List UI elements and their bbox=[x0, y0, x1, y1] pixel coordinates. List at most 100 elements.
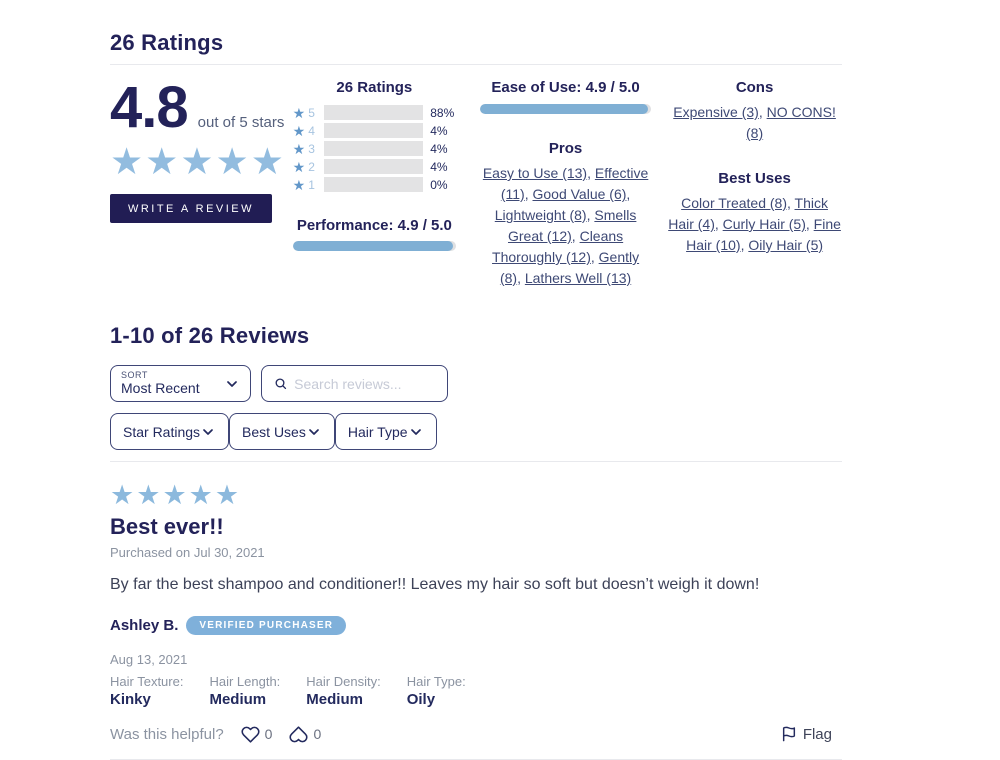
histogram-bar bbox=[324, 159, 424, 174]
star-icon: ★ bbox=[136, 480, 163, 510]
cons-links: Expensive (3), NO CONS! (8) bbox=[673, 104, 836, 141]
histogram-percent: 4% bbox=[430, 159, 448, 174]
helpful-question: Was this helpful? bbox=[110, 725, 224, 743]
review-title: Best ever!! bbox=[110, 514, 224, 539]
histogram-bar bbox=[324, 123, 424, 138]
search-field[interactable] bbox=[261, 365, 448, 402]
rating-suffix: out of 5 stars bbox=[197, 114, 285, 131]
pros-link[interactable]: Gently (8) bbox=[499, 249, 640, 286]
cons-link[interactable]: NO CONS! (8) bbox=[746, 104, 836, 141]
star-icon: ★ bbox=[180, 141, 215, 182]
chevron-down-icon bbox=[308, 428, 319, 435]
performance-meter: Performance: 4.9 / 5.0 bbox=[292, 217, 457, 251]
filter-dropdown[interactable]: Star Ratings bbox=[110, 413, 230, 450]
performance-label: Performance: 4.9 / 5.0 bbox=[296, 217, 452, 234]
review-controls: SORT Most Recent Star Ratings Best Uses bbox=[110, 365, 842, 450]
best-uses-links: Color Treated (8), Thick Hair (4), Curly… bbox=[668, 195, 841, 253]
star-icon: ★ bbox=[250, 141, 285, 182]
attribute: Hair Density: Medium bbox=[306, 674, 380, 708]
write-review-button[interactable]: WRITE A REVIEW bbox=[110, 194, 272, 223]
filter-dropdown[interactable]: Best Uses bbox=[229, 413, 335, 450]
best-uses-link[interactable]: Color Treated (8) bbox=[681, 195, 787, 211]
reviewer-name: Ashley B. bbox=[110, 616, 179, 634]
search-input[interactable] bbox=[294, 375, 435, 392]
reviews-widget: 26 Ratings 4.8 out of 5 stars ★★★★★ WRIT… bbox=[110, 0, 842, 760]
cons-title: Cons bbox=[735, 79, 774, 96]
pros-link[interactable]: Good Value (6) bbox=[532, 186, 627, 202]
helpful-down-count: 0 bbox=[313, 726, 322, 743]
histogram-percent: 4% bbox=[430, 141, 448, 156]
star-icon: ★ bbox=[188, 480, 215, 510]
sort-value: Most Recent bbox=[121, 379, 200, 396]
filter-label: Star Ratings bbox=[123, 423, 201, 440]
ease-pros-column: Ease of Use: 4.9 / 5.0 Pros Easy to Use … bbox=[480, 79, 652, 289]
search-icon bbox=[275, 378, 287, 390]
best-uses-link[interactable]: Oily Hair (5) bbox=[748, 237, 824, 253]
reviewer-attributes: Hair Texture: Kinky Hair Length: Medium … bbox=[110, 674, 842, 708]
attribute-value: Oily bbox=[406, 690, 436, 708]
flag-label: Flag bbox=[802, 725, 832, 743]
attribute: Hair Length: Medium bbox=[209, 674, 280, 708]
review-body: By far the best shampoo and conditioner!… bbox=[110, 576, 760, 593]
star-icon: ★ bbox=[110, 141, 145, 182]
average-stars: ★★★★★ bbox=[110, 143, 291, 180]
star-icon: ★ bbox=[292, 176, 306, 193]
review-stars: ★★★★★ bbox=[110, 482, 842, 509]
pros-link[interactable]: Lightweight (8) bbox=[494, 207, 587, 223]
pros-section: Pros Easy to Use (13), Effective (11), G… bbox=[480, 140, 651, 289]
attribute-value: Medium bbox=[209, 690, 267, 708]
reviews-count-header: 1-10 of 26 Reviews bbox=[110, 323, 310, 348]
histogram-bar bbox=[324, 105, 424, 120]
helpful-down-button[interactable]: 0 bbox=[289, 725, 321, 744]
pros-links: Easy to Use (13), Effective (11), Good V… bbox=[482, 165, 649, 286]
histogram-star-count: 3 bbox=[308, 141, 315, 156]
pros-link[interactable]: Lathers Well (13) bbox=[524, 270, 632, 286]
sort-dropdown[interactable]: SORT Most Recent bbox=[110, 365, 251, 402]
chevron-down-icon bbox=[227, 380, 237, 387]
helpful-up-button[interactable]: 0 bbox=[241, 725, 273, 744]
best-uses-link[interactable]: Fine Hair (10) bbox=[686, 216, 841, 253]
pros-link[interactable]: Effective (11) bbox=[500, 165, 649, 202]
histogram-bar bbox=[324, 177, 424, 192]
star-icon: ★ bbox=[145, 141, 180, 182]
heart-icon bbox=[241, 726, 260, 743]
star-icon: ★ bbox=[292, 158, 306, 175]
histogram-row[interactable]: ★ 4 4% bbox=[293, 123, 456, 138]
best-uses-link[interactable]: Thick Hair (4) bbox=[668, 195, 828, 232]
flag-icon bbox=[782, 726, 795, 742]
attribute-label: Hair Texture: bbox=[110, 673, 184, 689]
filter-dropdown[interactable]: Hair Type bbox=[334, 413, 437, 450]
attribute-label: Hair Density: bbox=[306, 673, 381, 689]
histogram-row[interactable]: ★ 2 4% bbox=[293, 159, 456, 174]
ratings-header: 26 Ratings bbox=[110, 30, 224, 55]
histogram-star-count: 5 bbox=[308, 105, 315, 120]
histogram-percent: 0% bbox=[430, 177, 448, 192]
attribute-label: Hair Length: bbox=[209, 673, 281, 689]
helpful-row: Was this helpful? 0 0 Flag bbox=[110, 725, 842, 744]
pros-link[interactable]: Easy to Use (13) bbox=[482, 165, 588, 181]
average-rating: 4.8 bbox=[110, 75, 189, 140]
pros-link[interactable]: Smells Great (12) bbox=[507, 207, 637, 244]
histogram-row[interactable]: ★ 3 4% bbox=[293, 141, 456, 156]
review-date: Aug 13, 2021 bbox=[110, 651, 188, 667]
histogram-row[interactable]: ★ 1 0% bbox=[293, 177, 456, 192]
helpful-up-count: 0 bbox=[264, 726, 273, 743]
heart-down-icon bbox=[289, 726, 309, 743]
histogram-row[interactable]: ★ 5 88% bbox=[293, 105, 456, 120]
cons-section: Cons Expensive (3), NO CONS! (8) bbox=[667, 79, 842, 144]
attribute-label: Hair Type: bbox=[406, 673, 466, 689]
flag-button[interactable]: Flag bbox=[781, 726, 832, 743]
star-icon: ★ bbox=[162, 480, 189, 510]
ratings-summary: 4.8 out of 5 stars ★★★★★ WRITE A REVIEW … bbox=[110, 79, 842, 289]
filter-label: Hair Type bbox=[347, 423, 408, 440]
star-icon: ★ bbox=[292, 122, 306, 139]
filter-row: Star Ratings Best Uses Hair Type bbox=[110, 413, 842, 450]
pros-link[interactable]: Cleans Thoroughly (12) bbox=[492, 228, 624, 265]
best-uses-link[interactable]: Curly Hair (5) bbox=[722, 216, 806, 232]
cons-link[interactable]: Expensive (3) bbox=[673, 104, 759, 120]
pros-title: Pros bbox=[548, 140, 583, 157]
histogram-percent: 88% bbox=[430, 105, 455, 120]
star-icon: ★ bbox=[110, 480, 137, 510]
purchase-date: Purchased on Jul 30, 2021 bbox=[110, 545, 265, 560]
review-card: ★★★★★ Best ever!! Purchased on Jul 30, 2… bbox=[110, 462, 842, 760]
